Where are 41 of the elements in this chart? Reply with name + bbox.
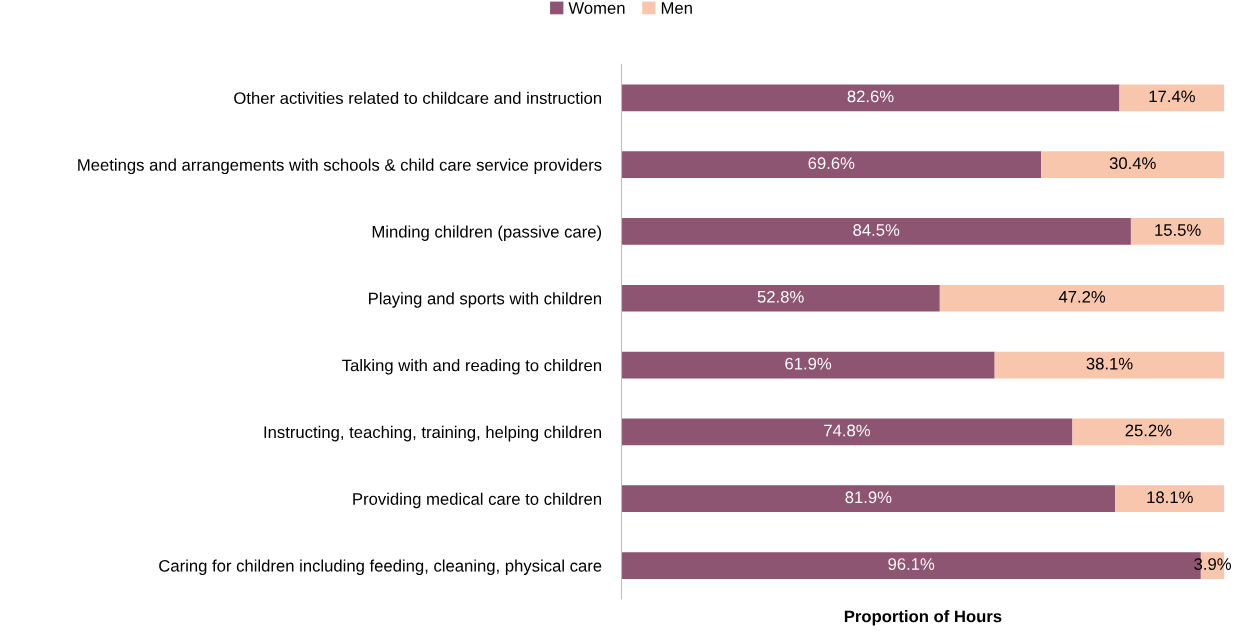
- y-tick-label: Meetings and arrangements with schools & child care service providers: [78, 158, 602, 175]
- bar: [1041, 151, 1225, 178]
- data-label: 69.6%: [808, 157, 855, 170]
- data-label: 81.9%: [845, 491, 892, 504]
- data-label: 47.2%: [1058, 290, 1106, 303]
- data-label: 3.9%: [1194, 558, 1231, 570]
- bar: [1072, 418, 1225, 446]
- y-tick-label: Talking with and reading to children: [342, 359, 601, 375]
- bar: [1119, 84, 1225, 112]
- bar: [621, 218, 1131, 245]
- bar: [1130, 218, 1225, 245]
- bar: [621, 284, 940, 312]
- y-tick-label: Instructing, teaching, training, helping children: [264, 425, 601, 442]
- y-tick-label: Minding children (passive care): [372, 225, 602, 241]
- data-label: 61.9%: [785, 357, 832, 370]
- data-label: 82.6%: [847, 90, 894, 103]
- data-label: 38.1%: [1086, 357, 1133, 370]
- bar: [621, 418, 1073, 446]
- y-tick-label: Playing and sports with children: [369, 292, 601, 308]
- y-tick-label: Other activities related to childcare and instruction: [234, 91, 601, 105]
- data-label: 25.2%: [1125, 424, 1172, 437]
- legend-label: Men: [661, 2, 692, 14]
- legend-label: Women: [568, 2, 625, 14]
- y-tick-label: Caring for children including feeding, cleaning, physical care: [159, 559, 602, 576]
- data-label: 52.8%: [757, 290, 804, 303]
- x-axis-title: Proportion of Hours: [844, 610, 1002, 626]
- data-label: 30.4%: [1109, 157, 1156, 170]
- bar: [621, 151, 1042, 178]
- data-label: 96.1%: [888, 558, 935, 570]
- data-label: 84.5%: [853, 224, 900, 236]
- bar: [621, 84, 1120, 112]
- data-label: 18.1%: [1147, 491, 1193, 504]
- bar: [994, 351, 1225, 379]
- bar: [1115, 485, 1225, 513]
- data-label: 15.5%: [1155, 224, 1201, 236]
- data-label: 17.4%: [1149, 90, 1195, 103]
- bar: [621, 485, 1116, 513]
- data-label: 74.8%: [824, 424, 870, 437]
- bar: [939, 284, 1225, 312]
- y-tick-label: Providing medical care to children: [353, 492, 601, 509]
- bar: [621, 351, 995, 379]
